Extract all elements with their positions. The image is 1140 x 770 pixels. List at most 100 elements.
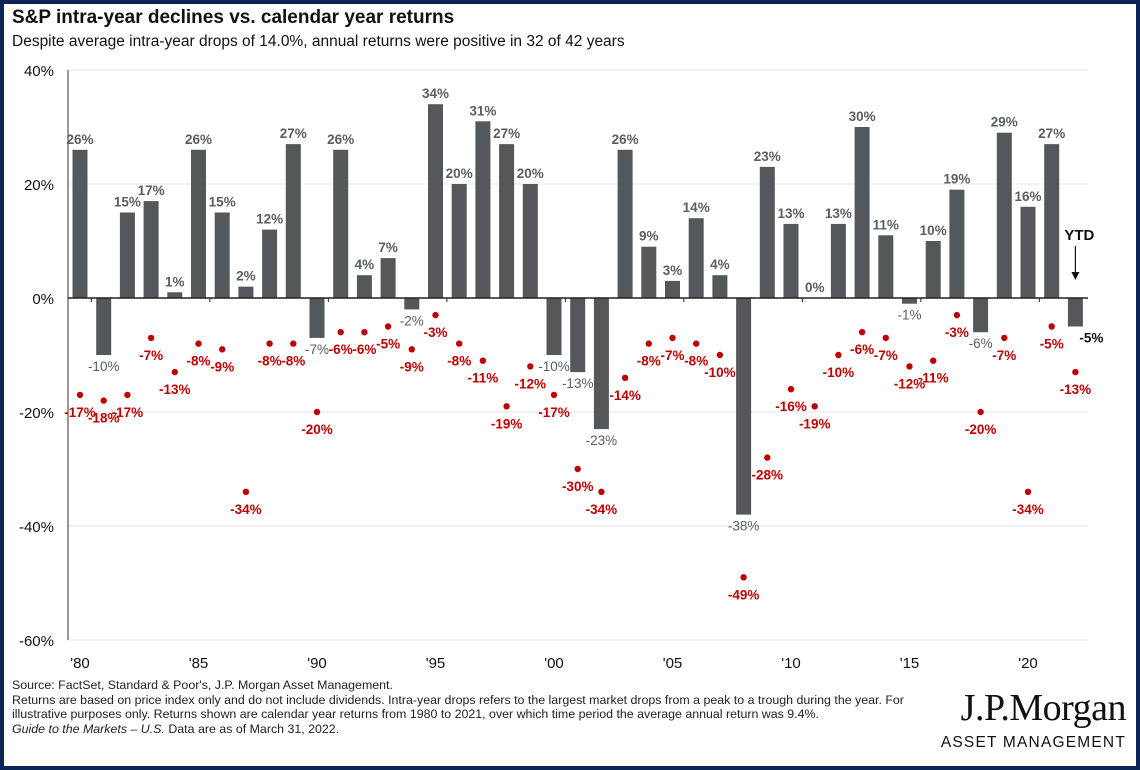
return-bar-label: 16% xyxy=(1014,189,1041,204)
decline-label: -20% xyxy=(965,422,997,437)
decline-dot xyxy=(219,346,226,353)
return-bar-label: -1% xyxy=(897,308,921,323)
decline-label: -8% xyxy=(447,354,471,369)
return-bar xyxy=(475,121,491,298)
decline-dot xyxy=(977,408,984,416)
data-date: Data are as of March 31, 2022. xyxy=(164,721,340,736)
return-bar xyxy=(522,184,538,298)
method-note: Returns are based on price index only an… xyxy=(12,692,904,722)
return-bar-label: 13% xyxy=(825,206,852,221)
return-bar xyxy=(949,189,965,298)
decline-dot xyxy=(1048,323,1055,330)
return-bar-label: 17% xyxy=(138,183,165,198)
decline-label: -8% xyxy=(637,354,661,369)
decline-dot xyxy=(764,454,771,461)
x-tick-label: '85 xyxy=(189,655,209,672)
decline-dot xyxy=(693,340,700,347)
decline-label: -13% xyxy=(1060,382,1092,397)
return-bar xyxy=(96,298,112,355)
return-bar xyxy=(783,223,799,298)
decline-dot xyxy=(906,363,913,370)
decline-label: -3% xyxy=(423,325,447,340)
decline-dot xyxy=(645,340,652,347)
return-bar xyxy=(1044,144,1060,298)
return-bar-label: 20% xyxy=(517,166,544,181)
x-axis: '80 '85 '90 '95 '00 '05 '10 '15 '20 xyxy=(70,298,1040,672)
footer-notes: Source: FactSet, Standard & Poor's, J.P.… xyxy=(12,678,912,736)
return-bar-label: 29% xyxy=(991,115,1018,130)
return-bar xyxy=(143,201,159,298)
return-bar-label: 15% xyxy=(209,195,236,210)
decline-label: -17% xyxy=(112,405,144,420)
return-bar xyxy=(712,275,728,298)
return-bar xyxy=(570,298,586,373)
decline-dot xyxy=(811,403,818,410)
return-bar xyxy=(285,144,301,298)
return-bar xyxy=(973,298,989,333)
return-bar xyxy=(902,298,917,304)
decline-dot xyxy=(242,488,250,495)
decline-label: -7% xyxy=(992,348,1016,363)
decline-label: -19% xyxy=(491,416,523,431)
decline-dot xyxy=(527,363,534,370)
decline-dot xyxy=(100,397,107,404)
decline-label: -7% xyxy=(874,348,898,363)
return-bar xyxy=(665,280,680,298)
ytd-arrow-icon xyxy=(1071,272,1080,280)
return-bar xyxy=(1067,298,1083,327)
return-bar xyxy=(759,166,775,298)
decline-label: -17% xyxy=(538,405,570,420)
y-tick-label: 0% xyxy=(32,291,54,308)
decline-label: -3% xyxy=(945,325,969,340)
decline-label: -8% xyxy=(186,354,210,369)
return-bar-label: 7% xyxy=(378,240,398,255)
return-bar xyxy=(641,246,657,298)
return-bar xyxy=(854,127,870,298)
decline-dot xyxy=(1024,488,1032,495)
return-bar-label: 13% xyxy=(777,206,804,221)
return-bar xyxy=(404,298,420,310)
return-bar xyxy=(996,132,1012,298)
decline-label: -34% xyxy=(230,502,262,517)
decline-dot xyxy=(787,386,795,393)
ytd-label: YTD xyxy=(1064,227,1094,244)
logo-subtitle: ASSET MANAGEMENT xyxy=(940,734,1126,751)
return-bar xyxy=(119,212,135,298)
return-bar-label: 20% xyxy=(446,166,473,181)
return-bars: 26%-10%15%17%1%26%15%2%12%27%-7%26%4%7%-… xyxy=(66,86,1103,533)
decline-dot xyxy=(621,374,629,381)
decline-label: -9% xyxy=(400,359,424,374)
decline-dot xyxy=(171,368,178,376)
decline-label: -8% xyxy=(258,354,282,369)
decline-label: -19% xyxy=(799,416,831,431)
x-tick-label: '05 xyxy=(663,655,683,672)
return-bar-label: -10% xyxy=(88,359,120,374)
decline-label: -16% xyxy=(775,399,807,414)
decline-dot xyxy=(930,357,937,364)
decline-label: -5% xyxy=(376,337,400,352)
return-bar-label: -13% xyxy=(562,376,594,391)
y-tick-label: -60% xyxy=(19,633,54,650)
return-bar-label: -38% xyxy=(728,519,760,534)
return-bar-label: 23% xyxy=(754,149,781,164)
decline-label: -10% xyxy=(823,365,855,380)
return-bar-label: 10% xyxy=(920,223,947,238)
decline-dot xyxy=(384,323,392,330)
y-tick-label: 40% xyxy=(24,63,54,80)
return-bar-label: 34% xyxy=(422,86,449,101)
return-bar xyxy=(830,223,846,298)
return-bar-label: 26% xyxy=(327,132,354,147)
return-bar-label: 26% xyxy=(185,132,212,147)
decline-dot xyxy=(1001,334,1008,342)
decline-dot xyxy=(1072,368,1079,376)
return-bar xyxy=(617,149,633,298)
chart-subtitle: Despite average intra-year drops of 14.0… xyxy=(12,33,625,50)
x-tick-label: '10 xyxy=(781,655,801,672)
decline-dot xyxy=(290,340,297,347)
return-bar-label: 11% xyxy=(873,217,899,232)
return-bar-label: -10% xyxy=(538,359,570,374)
y-tick-label: 20% xyxy=(24,177,54,194)
decline-dot xyxy=(124,391,131,399)
decline-dot xyxy=(858,329,866,336)
decline-dot xyxy=(266,340,273,347)
